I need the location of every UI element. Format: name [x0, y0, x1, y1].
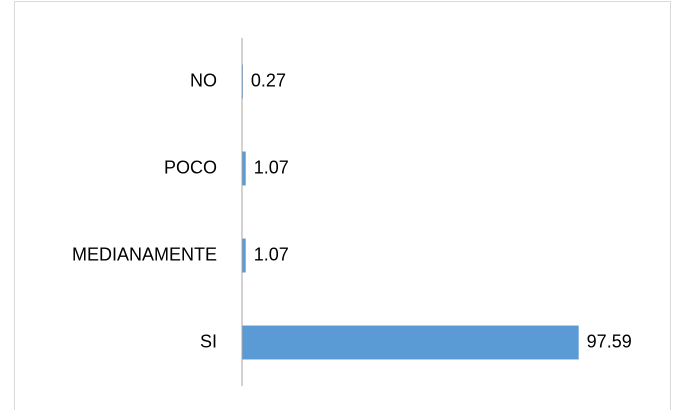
y-tick-label: NO — [190, 70, 217, 90]
bar — [242, 325, 579, 360]
bar — [242, 151, 246, 186]
bar — [242, 238, 246, 273]
y-tick-label: POCO — [164, 157, 217, 177]
value-label: 1.07 — [254, 244, 289, 264]
value-label: 97.59 — [587, 331, 632, 351]
y-tick-label: SI — [200, 331, 217, 351]
value-label: 0.27 — [251, 70, 286, 90]
y-tick-label: MEDIANAMENTE — [72, 244, 217, 264]
value-label: 1.07 — [254, 157, 289, 177]
chart-frame — [14, 1, 671, 410]
